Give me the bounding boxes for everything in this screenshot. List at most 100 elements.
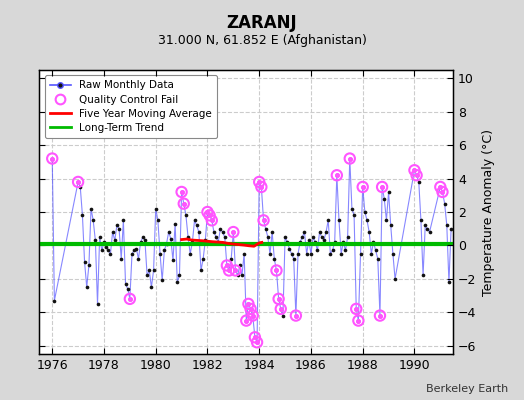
Point <box>208 217 216 224</box>
Point <box>352 306 361 312</box>
Point <box>205 212 214 218</box>
Point <box>361 209 369 215</box>
Point <box>145 267 154 274</box>
Point <box>186 250 194 257</box>
Point <box>95 234 104 240</box>
Point <box>257 184 266 190</box>
Point <box>231 267 239 274</box>
Legend: Raw Monthly Data, Quality Control Fail, Five Year Moving Average, Long-Term Tren: Raw Monthly Data, Quality Control Fail, … <box>45 75 217 138</box>
Point <box>229 229 237 235</box>
Point <box>356 250 365 257</box>
Point <box>194 229 203 235</box>
Point <box>242 317 250 324</box>
Point <box>438 189 446 195</box>
Point <box>315 229 324 235</box>
Point <box>244 301 253 307</box>
Point <box>414 179 423 185</box>
Point <box>225 267 233 274</box>
Point <box>410 167 419 174</box>
Point <box>221 234 229 240</box>
Point <box>97 247 106 254</box>
Point <box>48 155 57 162</box>
Point <box>268 229 276 235</box>
Point <box>257 184 266 190</box>
Point <box>304 237 313 244</box>
Point <box>389 250 397 257</box>
Point <box>412 172 421 178</box>
Point <box>214 239 223 245</box>
Point <box>169 257 177 264</box>
Point <box>244 301 253 307</box>
Point <box>113 222 121 228</box>
Point <box>387 222 395 228</box>
Point <box>128 250 136 257</box>
Point <box>143 272 151 279</box>
Point <box>160 247 169 254</box>
Point <box>329 247 337 254</box>
Point <box>111 237 119 244</box>
Point <box>261 226 270 232</box>
Point <box>229 229 237 235</box>
Point <box>130 247 138 254</box>
Text: ZARANJ: ZARANJ <box>227 14 297 32</box>
Point <box>436 184 444 190</box>
Point <box>441 200 449 207</box>
Point <box>412 172 421 178</box>
Point <box>264 234 272 240</box>
Point <box>83 284 91 290</box>
Point <box>272 267 281 274</box>
Point <box>253 339 261 346</box>
Point <box>210 229 218 235</box>
Text: 31.000 N, 61.852 E (Afghanistan): 31.000 N, 61.852 E (Afghanistan) <box>158 34 366 47</box>
Point <box>374 256 382 262</box>
Point <box>298 234 307 240</box>
Point <box>266 250 274 257</box>
Point <box>275 296 283 302</box>
Point <box>391 276 399 282</box>
Point <box>234 272 242 279</box>
Point <box>208 217 216 224</box>
Point <box>341 247 350 254</box>
Point <box>425 229 434 235</box>
Point <box>358 184 367 190</box>
Point <box>300 229 309 235</box>
Point <box>205 212 214 218</box>
Point <box>126 296 134 302</box>
Point <box>367 250 376 257</box>
Point <box>358 184 367 190</box>
Point <box>259 217 268 224</box>
Point <box>248 312 257 319</box>
Point <box>324 217 332 224</box>
Point <box>343 234 352 240</box>
Point <box>122 281 130 287</box>
Point <box>253 339 261 346</box>
Point <box>115 226 123 232</box>
Point <box>290 256 298 262</box>
Point <box>354 317 363 324</box>
Point <box>76 184 84 190</box>
Point <box>382 217 390 224</box>
Point <box>281 234 289 240</box>
Point <box>154 217 162 224</box>
Point <box>346 155 354 162</box>
Point <box>100 239 108 245</box>
Point <box>225 267 233 274</box>
Point <box>270 256 278 262</box>
Point <box>417 217 425 224</box>
Point <box>102 244 111 250</box>
Point <box>246 306 255 312</box>
Point <box>378 184 386 190</box>
Point <box>238 272 246 279</box>
Point <box>255 179 264 185</box>
Point <box>78 212 86 218</box>
Point <box>203 209 212 215</box>
Point <box>326 250 334 257</box>
Point <box>331 239 339 245</box>
Point <box>320 237 328 244</box>
Point <box>277 306 285 312</box>
Point <box>134 256 143 262</box>
Point <box>74 179 82 185</box>
Point <box>203 209 212 215</box>
Point <box>348 206 356 212</box>
Point <box>246 306 255 312</box>
